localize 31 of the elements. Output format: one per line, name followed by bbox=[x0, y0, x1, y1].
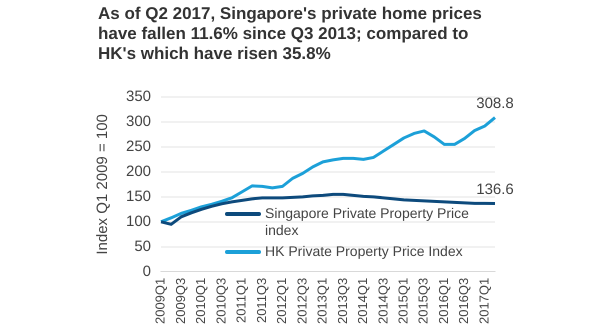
x-tick-label: 2014Q3 bbox=[375, 278, 390, 324]
x-tick-label: 2017Q1 bbox=[476, 278, 492, 324]
data-label: 136.6 bbox=[476, 181, 514, 198]
y-tick-label: 250 bbox=[126, 138, 152, 156]
chart-title: As of Q2 2017, Singapore's private home prices have fallen 11.6% since Q3 2013; compared to HK's which have risen 35.8% bbox=[98, 4, 483, 64]
y-tick-label: 50 bbox=[134, 238, 152, 255]
y-tick-label: 0 bbox=[142, 262, 152, 280]
x-tick-label: 2014Q1 bbox=[355, 278, 370, 324]
x-tick-label: 2016Q3 bbox=[456, 278, 472, 324]
x-tick-label: 2009Q3 bbox=[172, 278, 188, 324]
x-tick-label: 2013Q1 bbox=[314, 278, 330, 324]
x-tick-label: 2013Q3 bbox=[334, 278, 350, 324]
y-tick-label: 150 bbox=[126, 188, 152, 205]
x-tick-label: 2015Q1 bbox=[395, 278, 410, 324]
x-tick-label: 2012Q3 bbox=[294, 278, 310, 324]
y-tick-label: 350 bbox=[126, 88, 152, 106]
x-tick-label: 2011Q3 bbox=[254, 278, 269, 324]
x-tick-label: 2009Q1 bbox=[152, 278, 168, 324]
x-tick-label: 2011Q1 bbox=[234, 278, 249, 324]
x-tick-label: 2010Q1 bbox=[193, 278, 208, 324]
legend-label: HK Private Property Price Index bbox=[265, 243, 464, 260]
y-tick-label: 300 bbox=[126, 113, 152, 130]
x-tick-label: 2015Q3 bbox=[416, 278, 431, 324]
x-tick-label: 2012Q1 bbox=[274, 278, 290, 324]
legend-label: Singapore Private Property Price index bbox=[265, 205, 470, 239]
y-tick-label: 200 bbox=[126, 163, 152, 180]
data-label: 308.8 bbox=[476, 95, 514, 112]
x-tick-label: 2016Q1 bbox=[436, 278, 451, 324]
x-tick-label: 2010Q3 bbox=[213, 278, 228, 324]
y-tick-label: 100 bbox=[126, 212, 152, 230]
y-axis-title: Index Q1 2009 = 100 bbox=[94, 114, 112, 255]
